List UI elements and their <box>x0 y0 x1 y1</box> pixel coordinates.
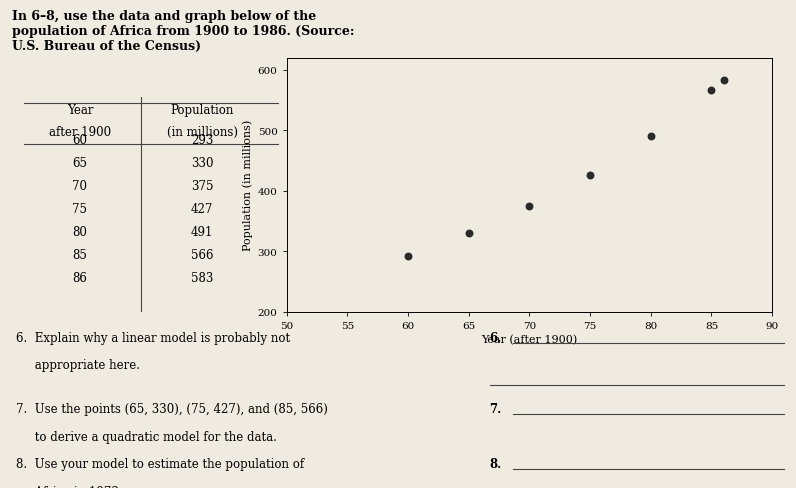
Text: 583: 583 <box>191 271 213 285</box>
Text: 75: 75 <box>72 203 88 215</box>
Text: (in millions): (in millions) <box>166 125 238 139</box>
Text: In 6–8, use the data and graph below of the
population of Africa from 1900 to 19: In 6–8, use the data and graph below of … <box>12 10 354 53</box>
Text: after 1900: after 1900 <box>49 125 111 139</box>
Text: 8.  Use your model to estimate the population of: 8. Use your model to estimate the popula… <box>16 457 304 470</box>
Text: 566: 566 <box>191 248 213 261</box>
Text: 330: 330 <box>191 156 213 169</box>
Text: 375: 375 <box>191 179 213 192</box>
Text: 65: 65 <box>72 156 88 169</box>
Text: 60: 60 <box>72 133 88 146</box>
Text: Year: Year <box>67 104 93 117</box>
Text: 491: 491 <box>191 225 213 238</box>
Point <box>583 171 596 179</box>
Point <box>523 203 536 210</box>
Text: 70: 70 <box>72 179 88 192</box>
Text: 80: 80 <box>72 225 88 238</box>
Text: 6.  Explain why a linear model is probably not: 6. Explain why a linear model is probabl… <box>16 331 290 344</box>
Text: 85: 85 <box>72 248 88 261</box>
Point <box>705 87 718 95</box>
Text: 86: 86 <box>72 271 88 285</box>
Text: 6.: 6. <box>490 331 501 344</box>
X-axis label: Year (after 1900): Year (after 1900) <box>482 334 577 345</box>
Text: Africa in 1973.: Africa in 1973. <box>16 485 123 488</box>
Text: 8.: 8. <box>490 457 501 470</box>
Text: 293: 293 <box>191 133 213 146</box>
Text: to derive a quadratic model for the data.: to derive a quadratic model for the data… <box>16 430 277 443</box>
Point <box>462 230 475 238</box>
Y-axis label: Population (in millions): Population (in millions) <box>243 120 253 251</box>
Text: 7.  Use the points (65, 330), (75, 427), and (85, 566): 7. Use the points (65, 330), (75, 427), … <box>16 403 328 416</box>
Point <box>717 77 730 85</box>
Text: 427: 427 <box>191 203 213 215</box>
Text: 7.: 7. <box>490 403 501 416</box>
Text: appropriate here.: appropriate here. <box>16 358 140 371</box>
Text: Population: Population <box>170 104 234 117</box>
Point <box>401 252 414 260</box>
Point <box>645 133 657 141</box>
